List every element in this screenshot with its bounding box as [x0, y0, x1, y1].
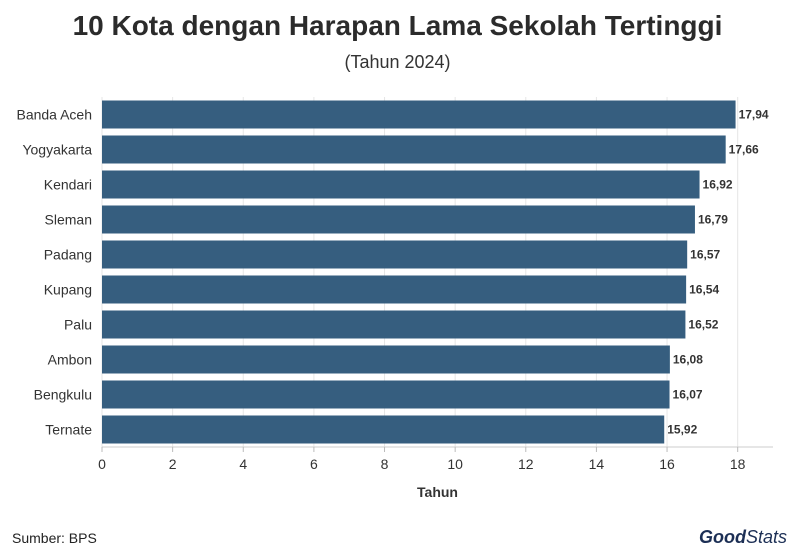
category-label: Ambon	[48, 352, 92, 368]
logo-good-text: Good	[698, 527, 746, 547]
x-tick-label: 8	[381, 456, 389, 472]
category-label: Ternate	[45, 422, 92, 438]
x-tick-label: 16	[659, 456, 675, 472]
bar	[102, 380, 670, 409]
value-label: 16,54	[689, 283, 719, 297]
bar	[102, 240, 688, 269]
bar	[102, 205, 695, 234]
value-label: 16,79	[698, 213, 728, 227]
bar	[102, 310, 686, 339]
value-label: 17,66	[729, 143, 759, 157]
logo-stats-text: Stats	[745, 527, 787, 547]
value-label: 16,08	[673, 353, 703, 367]
value-label: 16,07	[673, 388, 703, 402]
bar	[102, 275, 687, 304]
bar	[102, 100, 736, 129]
value-label: 16,92	[703, 178, 733, 192]
category-label: Padang	[44, 247, 92, 263]
x-tick-label: 12	[518, 456, 534, 472]
x-tick-label: 0	[98, 456, 106, 472]
chart-subtitle: (Tahun 2024)	[344, 52, 451, 72]
value-label: 16,52	[688, 318, 718, 332]
x-tick-label: 4	[239, 456, 247, 472]
category-label: Banda Aceh	[16, 107, 92, 123]
bar	[102, 170, 700, 199]
category-label: Bengkulu	[34, 387, 92, 403]
bar	[102, 345, 670, 374]
category-label: Palu	[64, 317, 92, 333]
value-label: 16,57	[690, 248, 720, 262]
value-label: 17,94	[739, 108, 769, 122]
category-label: Kendari	[44, 177, 92, 193]
goodstats-logo: GoodStats	[699, 527, 787, 548]
x-tick-label: 14	[589, 456, 605, 472]
x-axis-title: Tahun	[417, 484, 458, 500]
x-tick-label: 18	[730, 456, 746, 472]
x-tick-label: 10	[447, 456, 463, 472]
x-tick-label: 2	[169, 456, 177, 472]
category-label: Kupang	[44, 282, 92, 298]
category-label: Yogyakarta	[22, 142, 92, 158]
value-label: 15,92	[667, 423, 697, 437]
bar	[102, 135, 726, 164]
bar-chart: Banda Aceh 17,94 Yogyakarta 17,66 Kendari 16,…	[16, 97, 773, 500]
bar	[102, 415, 665, 444]
chart-title: 10 Kota dengan Harapan Lama Sekolah Tert…	[72, 10, 723, 41]
category-label: Sleman	[45, 212, 92, 228]
x-tick-label: 6	[310, 456, 318, 472]
source-note: Sumber: BPS	[12, 530, 97, 546]
